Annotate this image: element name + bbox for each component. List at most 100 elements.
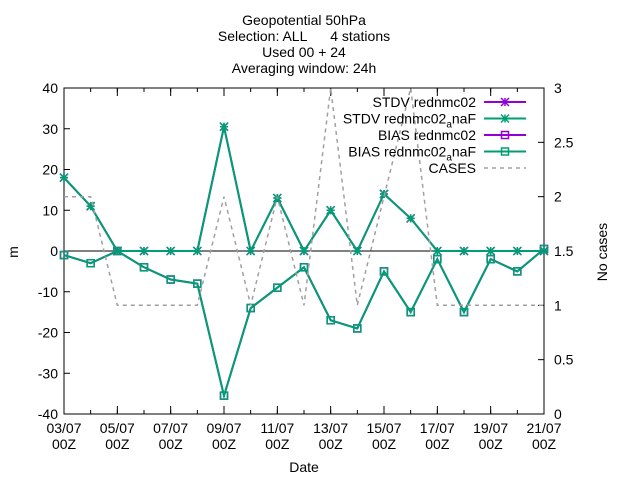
- y-tick-label: -20: [38, 325, 58, 341]
- x-tick-label-hour: 00Z: [105, 436, 130, 452]
- data-point: [273, 283, 282, 292]
- data-point: [353, 324, 362, 333]
- series-line: [64, 87, 544, 307]
- data-point: [86, 201, 96, 211]
- data-point: [539, 244, 549, 254]
- data-point: [166, 246, 176, 256]
- data-point: [326, 316, 335, 325]
- y2-tick-label: 0.5: [554, 352, 574, 368]
- legend-entry: CASES: [429, 160, 526, 176]
- legend-label: STDV rednmc02: [373, 94, 477, 110]
- x-tick-label-date: 15/07: [366, 420, 401, 436]
- data-point: [406, 307, 415, 317]
- x-tick-label-date: 21/07: [526, 420, 561, 436]
- legend-entry: STDV rednmc02anaF: [343, 111, 526, 131]
- data-point: [246, 246, 256, 256]
- title-line-4: Averaging window: 24h: [232, 60, 377, 76]
- y-tick-label: 30: [42, 121, 58, 137]
- x-tick-label-date: 13/07: [313, 420, 348, 436]
- x-tick-label-hour: 00Z: [532, 436, 557, 452]
- data-point: [139, 263, 149, 272]
- data-point: [406, 213, 416, 223]
- x-tick-label-hour: 00Z: [52, 436, 77, 452]
- chart-title: Geopotential 50hPa Selection: ALL 4 stat…: [218, 12, 390, 76]
- x-tick-label-hour: 00Z: [212, 436, 237, 452]
- data-point: [59, 250, 69, 260]
- data-point: [299, 246, 309, 256]
- x-tick-label-date: 03/07: [46, 420, 81, 436]
- data-point: [459, 246, 469, 256]
- legend-marker: [500, 97, 510, 107]
- y2-tick-label: 1: [554, 297, 562, 313]
- y-tick-label: 20: [42, 162, 58, 178]
- x-tick-label-hour: 00Z: [372, 436, 397, 452]
- legend-label: BIAS rednmc02anaF: [348, 144, 476, 164]
- data-point: [113, 246, 122, 256]
- y-axis-label: m: [5, 246, 21, 258]
- y2-axis-label: No cases: [594, 223, 610, 281]
- y-tick-label: -30: [38, 365, 58, 381]
- x-tick-label-date: 19/07: [473, 420, 508, 436]
- data-point: [433, 254, 442, 264]
- series-1: [59, 122, 549, 256]
- data-point: [486, 254, 495, 264]
- legend-marker: [500, 113, 510, 124]
- data-point: [513, 267, 522, 276]
- legend-entry: STDV rednmc02: [373, 94, 526, 110]
- data-point: [379, 267, 389, 276]
- legend-marker: [500, 130, 510, 140]
- x-tick-label-date: 11/07: [260, 420, 294, 436]
- legend-label: STDV rednmc02anaF: [343, 111, 476, 131]
- data-point: [219, 122, 229, 132]
- y2-tick-label: 3: [554, 80, 562, 96]
- data-point: [512, 246, 522, 256]
- data-point: [86, 258, 95, 268]
- x-tick-label-hour: 00Z: [479, 436, 504, 452]
- series-group: [59, 87, 549, 400]
- x-tick-label-date: 07/07: [153, 420, 188, 436]
- y-tick-label: -10: [38, 284, 58, 300]
- y2-tick-label: 1.5: [554, 243, 574, 259]
- data-point: [486, 246, 496, 256]
- data-point: [459, 307, 469, 317]
- x-tick-label-date: 05/07: [100, 420, 135, 436]
- data-point: [59, 173, 69, 183]
- y2-tick-label: 0: [554, 406, 562, 422]
- title-line-3: Used 00 + 24: [262, 44, 346, 60]
- y-tick-label: 10: [42, 202, 58, 218]
- legend-label: CASES: [429, 160, 476, 176]
- data-point: [299, 263, 309, 272]
- series-3: [59, 244, 549, 400]
- title-line-2: Selection: ALL 4 stations: [218, 28, 390, 44]
- y-tick-label: 40: [42, 80, 58, 96]
- data-point: [219, 391, 229, 400]
- x-tick-label-hour: 00Z: [425, 436, 450, 452]
- data-point: [432, 246, 442, 256]
- x-tick-label-hour: 00Z: [159, 436, 184, 452]
- x-tick-label-hour: 00Z: [265, 436, 290, 452]
- y2-tick-label: 2: [554, 189, 562, 205]
- x-tick-label-hour: 00Z: [319, 436, 344, 452]
- data-point: [352, 246, 362, 256]
- title-line-1: Geopotential 50hPa: [242, 12, 366, 28]
- data-point: [192, 246, 202, 256]
- data-point: [166, 275, 175, 284]
- legend-marker: [500, 147, 510, 156]
- data-point: [193, 279, 202, 288]
- series-4: [64, 87, 544, 307]
- data-point: [139, 246, 149, 256]
- data-point: [539, 246, 549, 256]
- x-tick-label-date: 17/07: [420, 420, 455, 436]
- series-line: [63, 248, 545, 400]
- y-tick-label: -40: [38, 406, 58, 422]
- axes: -40-30-20-1001020304000.511.522.5303/070…: [38, 80, 574, 452]
- x-axis-label: Date: [289, 459, 319, 475]
- data-point: [326, 205, 336, 215]
- legend-entry: BIAS rednmc02: [378, 127, 526, 143]
- y2-tick-label: 2.5: [554, 134, 574, 150]
- legend-entry: BIAS rednmc02anaF: [348, 144, 526, 164]
- legend-label: BIAS rednmc02: [378, 127, 476, 143]
- x-tick-label-date: 09/07: [206, 420, 241, 436]
